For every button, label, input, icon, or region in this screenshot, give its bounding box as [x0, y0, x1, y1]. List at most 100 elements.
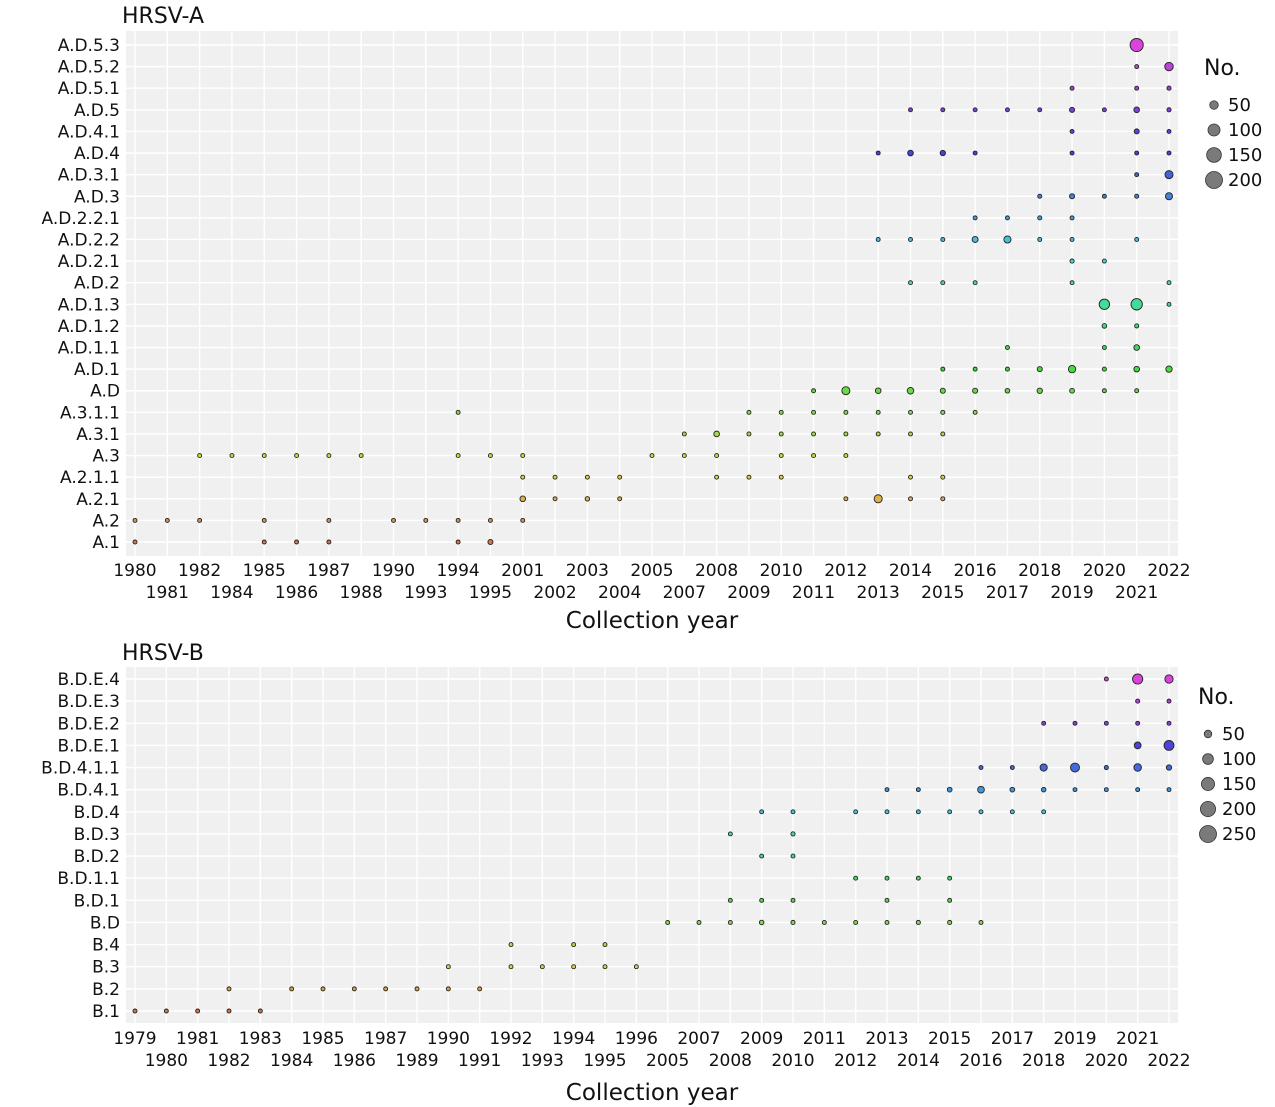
legend-label: 250 — [1222, 824, 1256, 845]
data-point — [257, 1008, 263, 1014]
data-point — [1133, 741, 1142, 750]
data-point — [940, 237, 946, 242]
data-point — [946, 786, 953, 793]
data-point — [811, 409, 817, 415]
data-point — [1134, 150, 1140, 156]
data-point — [487, 453, 493, 459]
x-tick-label: 1995 — [583, 1051, 626, 1071]
data-point — [455, 539, 461, 545]
data-point — [320, 986, 326, 992]
data-point — [455, 517, 461, 523]
x-tick-label: 1985 — [301, 1029, 344, 1049]
data-point — [1135, 787, 1141, 793]
x-tick-label: 2018 — [1022, 1051, 1065, 1071]
data-point — [617, 474, 623, 480]
y-tick-label: A.D.2.2 — [58, 230, 120, 250]
x-tick-label: 1993 — [404, 583, 447, 603]
legend-size-key — [1209, 100, 1219, 110]
legend-size-key — [1205, 171, 1223, 189]
x-tick-label: 1985 — [243, 561, 286, 581]
data-point — [1166, 150, 1172, 156]
data-point — [1166, 107, 1172, 113]
y-tick-label: B.1 — [92, 1002, 120, 1022]
data-point — [778, 431, 784, 437]
data-point — [1103, 720, 1109, 726]
x-tick-label: 2021 — [1116, 1029, 1159, 1049]
legend-title: No. — [1198, 685, 1235, 710]
data-point — [455, 409, 461, 415]
data-point — [940, 496, 946, 502]
x-tick-label: 1983 — [239, 1029, 282, 1049]
data-point — [843, 431, 849, 437]
data-point — [884, 875, 890, 881]
data-point — [1103, 676, 1109, 682]
legend-label: 50 — [1228, 95, 1251, 116]
x-tick-label: 2002 — [533, 583, 576, 603]
data-point — [445, 964, 451, 970]
x-tick-label: 1979 — [113, 1029, 156, 1049]
panel-a-title: HRSV-A — [122, 4, 205, 29]
x-tick-label: 2008 — [695, 561, 738, 581]
data-point — [1069, 215, 1075, 221]
data-point — [1036, 366, 1043, 373]
x-tick-label: 1980 — [145, 1051, 188, 1071]
data-point — [520, 474, 526, 480]
x-tick-label: 1987 — [307, 561, 350, 581]
data-point — [617, 496, 623, 502]
x-tick-label: 2020 — [1083, 561, 1126, 581]
data-point — [1133, 128, 1140, 135]
legend-label: 150 — [1222, 774, 1256, 795]
data-point — [1101, 258, 1107, 264]
data-point — [758, 919, 765, 926]
data-point — [1069, 258, 1075, 264]
data-point — [681, 453, 687, 459]
data-point — [633, 964, 639, 970]
data-point — [229, 453, 235, 459]
data-point — [520, 453, 526, 459]
data-point — [1164, 674, 1174, 684]
data-point — [972, 107, 978, 113]
data-point — [884, 897, 890, 903]
x-tick-label: 2013 — [865, 1029, 908, 1049]
x-tick-label: 1981 — [146, 583, 189, 603]
data-point — [1069, 237, 1075, 242]
data-point — [571, 964, 577, 970]
data-point — [681, 431, 687, 437]
y-tick-label: A.D.5.2 — [58, 58, 120, 78]
x-tick-label: 1987 — [364, 1029, 407, 1049]
data-point — [906, 386, 915, 395]
data-point — [940, 431, 946, 437]
data-point — [778, 453, 784, 459]
x-tick-label: 2019 — [1050, 583, 1093, 603]
data-point — [908, 237, 913, 242]
y-tick-label: A.3.1 — [76, 425, 120, 445]
data-point — [1166, 301, 1172, 307]
data-point — [811, 431, 817, 437]
data-point — [1132, 673, 1144, 685]
y-tick-label: A.2.1.1 — [60, 468, 120, 488]
y-tick-label: B.D.4.1.1 — [41, 759, 120, 779]
data-point — [821, 920, 827, 925]
data-point — [947, 919, 953, 925]
data-point — [1134, 172, 1140, 178]
x-tick-label: 2020 — [1085, 1051, 1128, 1071]
y-tick-label: A.D — [90, 382, 120, 402]
data-point — [294, 539, 300, 545]
data-point — [1009, 765, 1015, 770]
data-point — [1004, 387, 1011, 394]
x-axis-title: Collection year — [566, 608, 739, 634]
data-point — [602, 964, 608, 970]
data-point — [843, 453, 849, 459]
data-point — [1009, 809, 1015, 815]
x-tick-label: 2015 — [928, 1029, 971, 1049]
data-point — [759, 853, 765, 859]
x-tick-label: 1989 — [395, 1051, 438, 1071]
data-point — [875, 431, 881, 437]
data-point — [1009, 786, 1016, 793]
data-point — [727, 897, 733, 903]
data-point — [1101, 107, 1107, 113]
data-point — [261, 517, 267, 523]
data-point — [487, 517, 493, 523]
data-point — [978, 765, 984, 770]
data-point — [1101, 388, 1107, 394]
